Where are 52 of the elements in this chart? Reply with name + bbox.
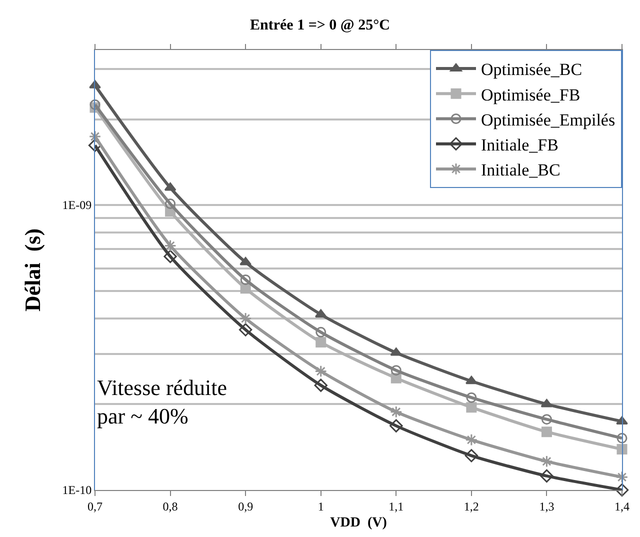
- point: [90, 99, 100, 110]
- x-tick-label: 0,8: [162, 499, 178, 514]
- point: [88, 130, 102, 143]
- legend-label: Optimisée_BC: [481, 60, 582, 80]
- point: [390, 406, 402, 418]
- point: [466, 402, 477, 413]
- x-tick-label: 1,2: [464, 499, 479, 514]
- point: [164, 250, 177, 264]
- x-tick-label: 0,9: [238, 499, 254, 514]
- point: [540, 455, 553, 468]
- point: [464, 449, 478, 462]
- x-tick-label: 0,7: [88, 499, 102, 514]
- legend-label: Initiale_FB: [481, 135, 558, 154]
- point: [164, 240, 176, 252]
- point: [238, 323, 252, 336]
- point: [390, 419, 403, 432]
- point: [540, 398, 553, 408]
- point: [616, 444, 628, 454]
- x-axis-title: VDD (V): [330, 516, 388, 531]
- y-axis-title: Délai (s): [20, 228, 46, 312]
- point: [465, 376, 478, 384]
- legend-label: Initiale_BC: [481, 160, 560, 180]
- point: [390, 365, 402, 376]
- point: [89, 80, 101, 88]
- point: [316, 336, 326, 348]
- point: [314, 365, 328, 378]
- y-tick-label: 1E-10: [62, 483, 92, 498]
- point: [540, 469, 554, 483]
- legend-label: Optimisée_Empilés: [481, 110, 616, 130]
- point: [616, 470, 628, 484]
- x-tick-label: 1,4: [614, 499, 630, 514]
- point: [314, 378, 328, 392]
- x-tick-label: 1: [318, 499, 324, 514]
- chart-title: Entrée 1 => 0 @ 25°C: [250, 17, 390, 34]
- point: [88, 138, 102, 152]
- x-tick-label: 1,3: [539, 499, 554, 514]
- point: [616, 432, 628, 444]
- legend-label: Optimisée_FB: [481, 85, 580, 104]
- y-tick-label: 1E-09: [62, 198, 92, 212]
- point: [164, 182, 176, 191]
- point: [541, 426, 552, 438]
- point: [239, 312, 252, 325]
- point: [541, 414, 552, 425]
- point: [615, 483, 629, 497]
- point: [240, 274, 251, 285]
- point: [465, 434, 478, 446]
- x-tick-label: 1,1: [388, 499, 404, 514]
- point: [316, 326, 326, 338]
- point: [165, 198, 176, 210]
- point: [240, 256, 252, 266]
- point: [466, 392, 477, 403]
- annotation: Vitesse réduite par ~ 40%: [97, 375, 228, 429]
